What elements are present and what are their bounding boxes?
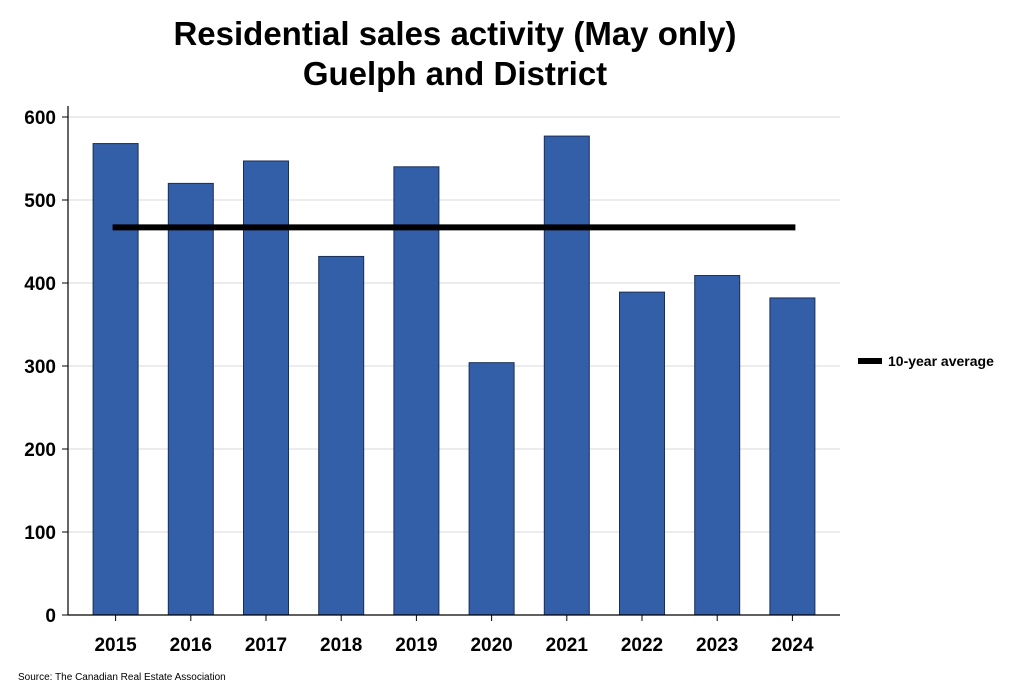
bar-2015 bbox=[92, 143, 139, 616]
x-tick-label-2015: 2015 bbox=[94, 635, 137, 656]
bar-2022 bbox=[619, 291, 665, 616]
x-tick-label-2020: 2020 bbox=[470, 635, 512, 656]
y-tick-label: 200 bbox=[24, 440, 56, 461]
bar-2019 bbox=[393, 166, 440, 616]
bar-2023 bbox=[694, 275, 741, 616]
x-tick-label-2016: 2016 bbox=[170, 635, 212, 656]
x-tick-label-2023: 2023 bbox=[696, 635, 738, 656]
bar-2018 bbox=[318, 255, 365, 616]
y-tick-label: 600 bbox=[24, 108, 56, 129]
x-tick-label-2024: 2024 bbox=[771, 635, 814, 656]
y-tick-label: 400 bbox=[24, 274, 56, 295]
bars bbox=[92, 135, 816, 616]
chart-title: Residential sales activity (May only) Gu… bbox=[0, 14, 910, 94]
bar-2020 bbox=[468, 362, 515, 616]
y-tick-label: 500 bbox=[24, 191, 56, 212]
source-note: Source: The Canadian Real Estate Associa… bbox=[18, 672, 226, 683]
chart-title-line-2: Guelph and District bbox=[302, 55, 608, 92]
bar-2024 bbox=[769, 297, 816, 616]
chart-title-line-1: Residential sales activity (May only) bbox=[173, 15, 737, 52]
y-tick-label: 300 bbox=[24, 357, 56, 378]
y-tick-label: 0 bbox=[45, 606, 56, 627]
bar-2017 bbox=[243, 160, 289, 616]
x-axis-ticks: 2015 2016 2017 2018 2019 2020 2021 2022 2023 2024 bbox=[94, 615, 814, 656]
legend: 10-year average bbox=[858, 353, 994, 369]
x-tick-label-2017: 2017 bbox=[245, 635, 287, 656]
y-tick-label: 100 bbox=[24, 523, 56, 544]
x-tick-label-2019: 2019 bbox=[395, 635, 437, 656]
axes bbox=[67, 106, 840, 616]
x-tick-label-2022: 2022 bbox=[621, 635, 663, 656]
bar-2021 bbox=[543, 135, 590, 616]
x-tick-label-2021: 2021 bbox=[546, 635, 589, 656]
y-axis-ticks: 0 100 200 300 400 500 600 bbox=[24, 108, 68, 627]
bar-2016 bbox=[167, 182, 214, 616]
legend-label-average: 10-year average bbox=[888, 353, 994, 369]
x-tick-label-2018: 2018 bbox=[320, 635, 362, 656]
